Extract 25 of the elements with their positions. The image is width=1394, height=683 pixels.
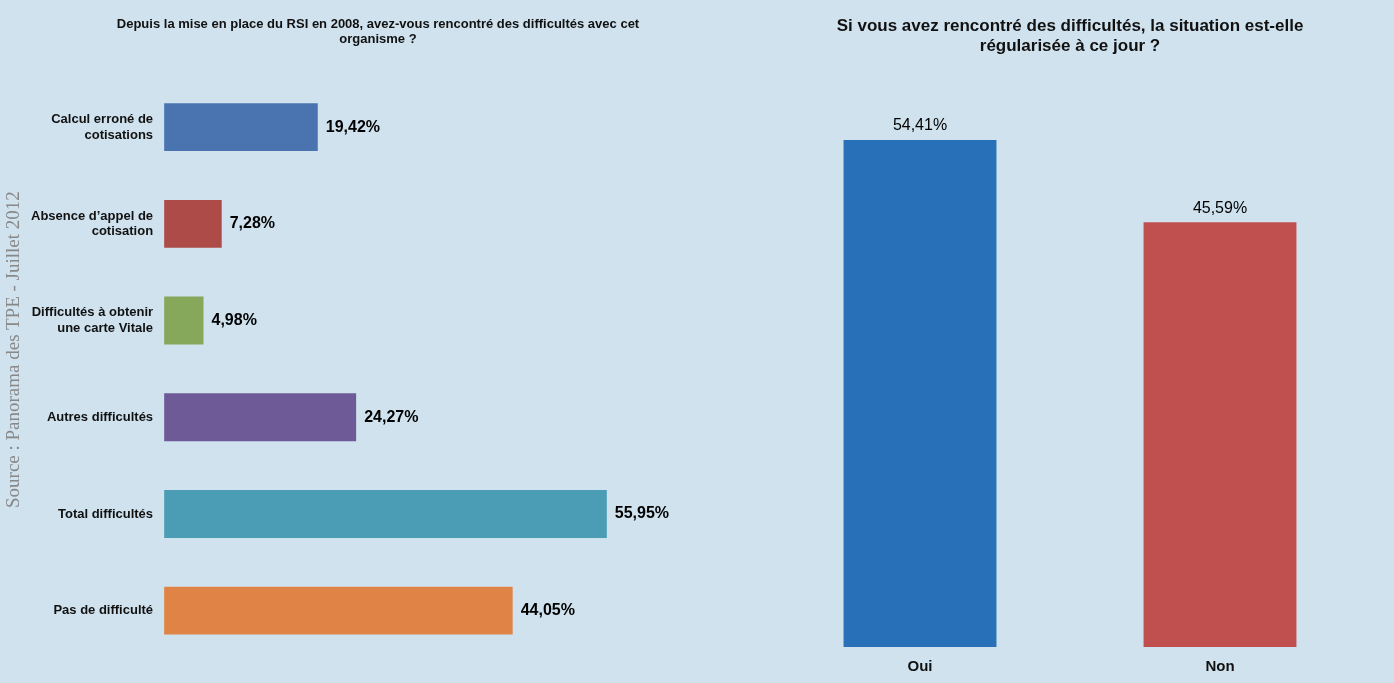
- bar: [164, 103, 318, 152]
- data-label: 19,42%: [325, 117, 381, 135]
- x-tick-label: Oui: [907, 657, 933, 675]
- data-label: 44,05%: [520, 601, 575, 619]
- y-tick-label: Pas de difficulté: [53, 602, 154, 618]
- data-label: 24,27%: [364, 407, 419, 425]
- bar: [164, 296, 204, 345]
- chart-title: Si vous avez rencontré des difficultés, la situation est-elle régularisée à ce jour ?: [835, 16, 1305, 57]
- y-tick-label: Absence d’appel de cotisation: [31, 207, 154, 239]
- source-note: Source : Panorama des TPE - Juillet 2012: [2, 190, 24, 511]
- data-label: 7,28%: [229, 214, 276, 232]
- data-label: 54,41%: [892, 116, 948, 134]
- bar: [164, 393, 357, 442]
- bar: [164, 199, 222, 248]
- data-label: 55,95%: [614, 504, 670, 522]
- data-label: 4,98%: [211, 310, 257, 328]
- y-tick-label: Total difficultés: [57, 505, 154, 521]
- bar: [164, 490, 607, 538]
- y-tick-label: Autres difficultés: [46, 408, 154, 424]
- chart-title: Depuis la mise en place du RSI en 2008, avez-vous rencontré des difficultés avec cet organisme ?: [115, 16, 641, 48]
- y-tick-label: Calcul erroné de cotisations: [51, 110, 154, 142]
- y-tick-label: Difficultés à obtenir une carte Vitale: [31, 304, 154, 335]
- x-tick-label: Non: [1205, 657, 1235, 675]
- data-label: 45,59%: [1192, 198, 1248, 216]
- bar: [164, 586, 513, 635]
